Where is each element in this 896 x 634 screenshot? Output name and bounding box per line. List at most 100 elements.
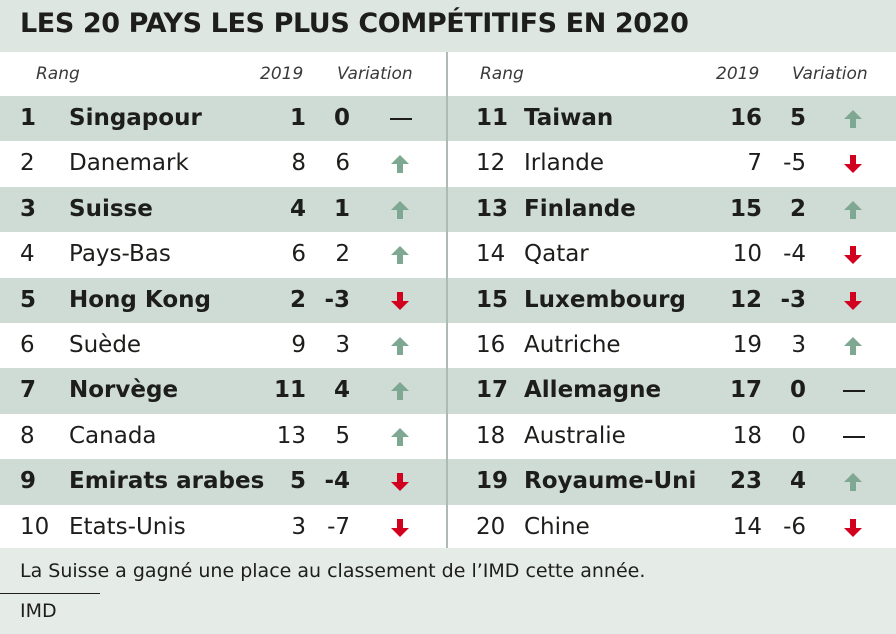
arrow-down-icon [838, 278, 868, 323]
arrow-up-icon [385, 141, 415, 186]
rank-2019-cell: 1 [289, 105, 306, 131]
table-row: 18 Australie 18 0 [448, 414, 896, 459]
table-column-right: Rang 2019 Variation 11 Taiwan 16 5 12 Irlande… [448, 52, 896, 548]
country-cell: Singapour [69, 105, 202, 131]
rank-2019-cell: 7 [747, 150, 762, 177]
rank-cell: 13 [476, 195, 509, 222]
rank-cell: 14 [476, 241, 506, 268]
table-row: 3 Suisse 4 1 [0, 186, 446, 233]
table-row: 8 Canada 13 5 [0, 414, 446, 459]
arrow-up-icon [838, 187, 868, 232]
footer: La Suisse a gagné une place au classemen… [0, 548, 896, 634]
rank-cell: 16 [476, 332, 506, 358]
country-cell: Emirats arabes [69, 468, 265, 495]
country-cell: Chine [524, 513, 590, 540]
country-cell: Norvège [69, 377, 179, 404]
dash-icon [838, 368, 868, 413]
table-row: 1 Singapour 1 0 [0, 96, 446, 142]
country-cell: Canada [69, 422, 157, 449]
rank-cell: 4 [20, 241, 35, 268]
variation-cell: -5 [783, 150, 806, 177]
variation-cell: 5 [789, 105, 806, 131]
rank-cell: 17 [476, 377, 509, 404]
rank-2019-cell: 13 [276, 422, 306, 449]
rank-2019-cell: 11 [273, 377, 306, 404]
variation-cell: 3 [791, 332, 806, 358]
variation-cell: -7 [327, 513, 350, 540]
rank-2019-cell: 9 [291, 332, 306, 358]
arrow-down-icon [385, 505, 415, 550]
rank-2019-cell: 6 [291, 241, 306, 268]
arrow-up-icon [838, 323, 868, 368]
rank-cell: 3 [20, 195, 37, 222]
rank-cell: 15 [476, 286, 509, 313]
table-row: 4 Pays-Bas 6 2 [0, 232, 446, 277]
variation-cell: 4 [333, 377, 350, 404]
table-column-left: Rang 2 0 1 9 Variation 1 Singapour 1 0 2 Danemar… [0, 52, 446, 548]
arrow-up-icon [385, 368, 415, 413]
country-cell: Suède [69, 332, 142, 358]
rank-cell: 10 [20, 513, 50, 540]
rank-2019-cell: 8 [291, 150, 306, 177]
rank-cell: 1 [20, 105, 37, 131]
rank-cell: 18 [476, 422, 506, 449]
dash-icon [838, 414, 868, 459]
source-label: IMD [20, 600, 57, 622]
rank-2019-cell: 4 [289, 195, 306, 222]
variation-cell: 0 [789, 377, 806, 404]
variation-cell: -4 [783, 241, 806, 268]
table-row: 13 Finlande 15 2 [448, 186, 896, 233]
rank-2019-cell: 17 [729, 377, 762, 404]
variation-cell: 4 [789, 468, 806, 495]
rank-2019-cell: 19 [732, 332, 762, 358]
rank-cell: 19 [476, 468, 509, 495]
variation-cell: 0 [791, 422, 806, 449]
arrow-up-icon [385, 414, 415, 459]
rank-cell: 6 [20, 332, 35, 358]
variation-cell: 3 [335, 332, 350, 358]
country-cell: Suisse [69, 195, 153, 222]
header-variation: Variation [792, 64, 868, 84]
rank-cell: 5 [20, 286, 37, 313]
caption-note: La Suisse a gagné une place au classemen… [20, 560, 646, 582]
chart-title: LES 20 PAYS LES PLUS COMPÉTITIFS EN 2020 [20, 8, 689, 39]
rank-cell: 7 [20, 377, 37, 404]
variation-cell: 2 [789, 195, 806, 222]
table-row: 6 Suède 9 3 [0, 323, 446, 368]
variation-cell: -6 [783, 513, 806, 540]
rank-2019-cell: 3 [291, 513, 306, 540]
arrow-down-icon [838, 232, 868, 277]
header-rank: Rang [36, 64, 80, 84]
country-cell: Danemark [69, 150, 189, 177]
arrow-up-icon [838, 459, 868, 504]
dash-icon [385, 96, 415, 141]
arrow-up-icon [385, 187, 415, 232]
country-cell: Qatar [524, 241, 589, 268]
arrow-down-icon [385, 459, 415, 504]
rank-2019-cell: 5 [289, 468, 306, 495]
title-bar: LES 20 PAYS LES PLUS COMPÉTITIFS EN 2020 [0, 0, 896, 52]
table-row: 10 Etats-Unis 3 -7 [0, 505, 446, 550]
arrow-up-icon [385, 323, 415, 368]
country-cell: Allemagne [524, 377, 662, 404]
rank-cell: 20 [476, 513, 506, 540]
variation-cell: 0 [333, 105, 350, 131]
table-header-right: Rang 2019 Variation [448, 52, 896, 96]
table-row: 19 Royaume-Uni 23 4 [448, 459, 896, 505]
variation-cell: -3 [324, 286, 350, 313]
rank-2019-cell: 15 [729, 195, 762, 222]
source-rule [0, 593, 100, 594]
rank-2019-cell: 18 [732, 422, 762, 449]
table-row: 15 Luxembourg 12 -3 [448, 277, 896, 323]
rank-cell: 2 [20, 150, 35, 177]
table-row: 20 Chine 14 -6 [448, 505, 896, 550]
country-cell: Irlande [524, 150, 605, 177]
rank-2019-cell: 23 [729, 468, 762, 495]
arrow-down-icon [838, 505, 868, 550]
table-row: 11 Taiwan 16 5 [448, 96, 896, 142]
country-cell: Australie [524, 422, 626, 449]
rank-2019-cell: 2 [289, 286, 306, 313]
arrow-up-icon [385, 232, 415, 277]
variation-cell: 6 [335, 150, 350, 177]
header-variation: Variation [337, 64, 413, 84]
